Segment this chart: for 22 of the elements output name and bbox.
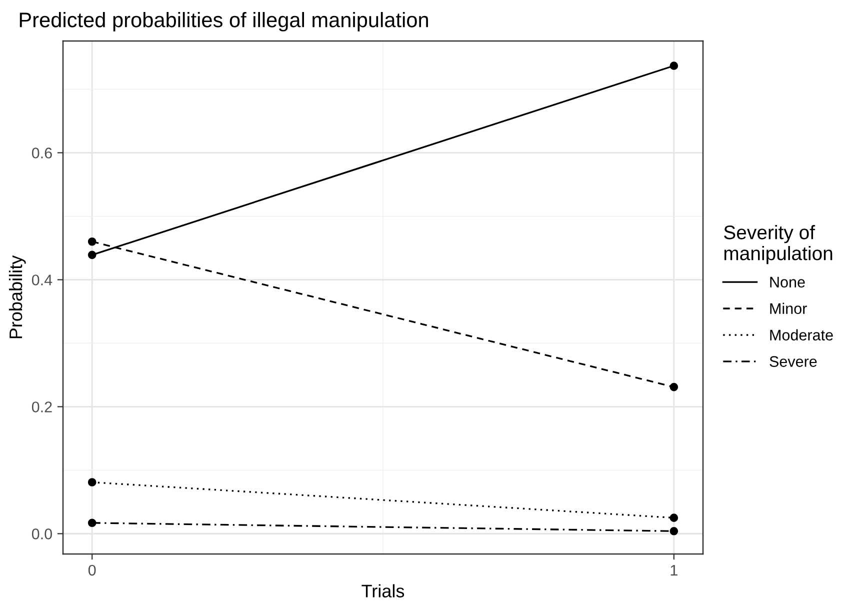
legend-label: Minor <box>770 302 807 314</box>
x-tick-label: 1 <box>670 564 678 576</box>
point <box>88 237 96 246</box>
chart-title: Predicted probabilities of illegal manipulation <box>20 12 428 32</box>
legend-label: None <box>770 276 805 288</box>
legend-title: Severity of manipulation <box>724 225 832 264</box>
point <box>88 518 96 528</box>
legend-label: Severe <box>770 356 817 367</box>
point <box>670 382 678 392</box>
y-tick-label: 0.4 <box>32 274 52 286</box>
x-tick-label: 0 <box>88 564 96 576</box>
y-tick-label: 0.0 <box>32 528 52 540</box>
point <box>88 250 96 260</box>
point <box>88 478 96 486</box>
point <box>670 514 678 522</box>
legend-label: Moderate <box>770 329 833 340</box>
point <box>670 62 678 70</box>
x-axis-title: Trials <box>362 584 404 598</box>
y-tick-label: 0.6 <box>32 148 52 158</box>
point <box>670 526 678 536</box>
y-tick-label: 0.2 <box>32 402 52 412</box>
y-axis-title: Probability <box>8 255 26 338</box>
